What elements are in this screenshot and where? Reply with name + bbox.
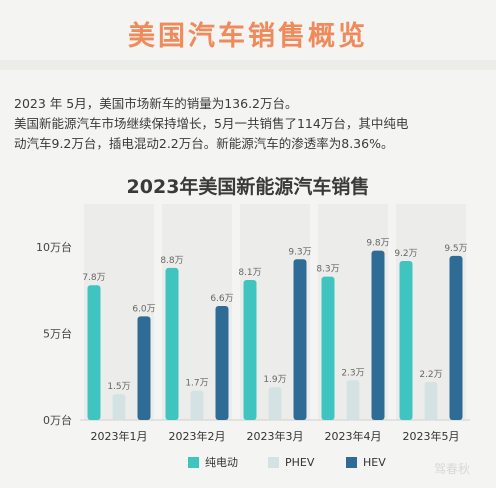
legend-label: HEV — [363, 456, 386, 469]
data-label: 1.9万 — [263, 375, 286, 385]
data-label: 8.8万 — [160, 256, 183, 266]
legend-swatch — [346, 457, 357, 468]
bar-PHEV — [112, 394, 126, 420]
data-label: 8.3万 — [316, 265, 339, 275]
bar-HEV — [215, 305, 229, 420]
bar-纯电动 — [243, 280, 257, 420]
intro-line-3: 动汽车9.2万台，插电混动2.2万台。新能源汽车的渗透率为8.36%。 — [14, 136, 394, 151]
data-label: 9.8万 — [366, 239, 389, 249]
intro-line-2: 美国新能源汽车市场继续保持增长，5月一共销售了114万台，其中纯电 — [14, 116, 409, 131]
bar-PHEV — [190, 390, 204, 420]
data-label: 9.2万 — [394, 249, 417, 259]
y-tick-label: 5万台 — [43, 327, 72, 341]
data-label: 7.8万 — [82, 273, 105, 283]
legend-swatch — [188, 457, 199, 468]
x-tick-label: 2023年2月 — [169, 429, 226, 443]
x-tick-label: 2023年1月 — [91, 429, 148, 443]
bar-HEV — [293, 259, 307, 420]
legend-label: PHEV — [285, 456, 315, 469]
bar-PHEV — [346, 380, 360, 420]
data-label: 2.3万 — [341, 368, 364, 378]
data-label: 9.5万 — [444, 244, 467, 254]
page-title: 美国汽车销售概览 — [128, 21, 368, 52]
bar-纯电动 — [399, 261, 413, 420]
chart-title: 2023年美国新能源汽车销售 — [126, 176, 370, 198]
title-divider — [0, 60, 496, 70]
data-label: 1.7万 — [185, 379, 208, 389]
watermark: 驾春秋 — [434, 462, 471, 476]
data-label: 2.2万 — [419, 370, 442, 380]
data-label: 9.3万 — [288, 247, 311, 257]
data-label: 6.0万 — [132, 304, 155, 314]
intro-line-1: 2023 年 5月，美国市场新车的销量为136.2万台。 — [14, 96, 298, 111]
bar-HEV — [371, 250, 385, 420]
bar-纯电动 — [321, 276, 335, 420]
y-tick-label: 0万台 — [43, 413, 72, 427]
data-label: 6.6万 — [210, 294, 233, 304]
legend-label: 纯电动 — [205, 456, 238, 469]
legend-swatch — [268, 457, 279, 468]
bar-纯电动 — [87, 285, 101, 420]
x-tick-label: 2023年3月 — [247, 429, 304, 443]
intro-text: 2023 年 5月，美国市场新车的销量为136.2万台。 美国新能源汽车市场继续… — [14, 94, 484, 154]
bar-PHEV — [268, 387, 282, 420]
x-tick-label: 2023年4月 — [325, 429, 382, 443]
bar-chart: 0万台 5万台 10万台 7.8万 1.5万 6.0万 2023年1月 8.8万 1.7万 6.6… — [36, 204, 470, 469]
bar-HEV — [137, 316, 151, 420]
bar-PHEV — [424, 381, 438, 420]
data-label: 8.1万 — [238, 268, 261, 278]
data-label: 1.5万 — [107, 382, 130, 392]
bar-HEV — [449, 255, 463, 420]
x-tick-label: 2023年5月 — [403, 429, 460, 443]
bar-纯电动 — [165, 267, 179, 420]
y-tick-label: 10万台 — [36, 240, 72, 254]
